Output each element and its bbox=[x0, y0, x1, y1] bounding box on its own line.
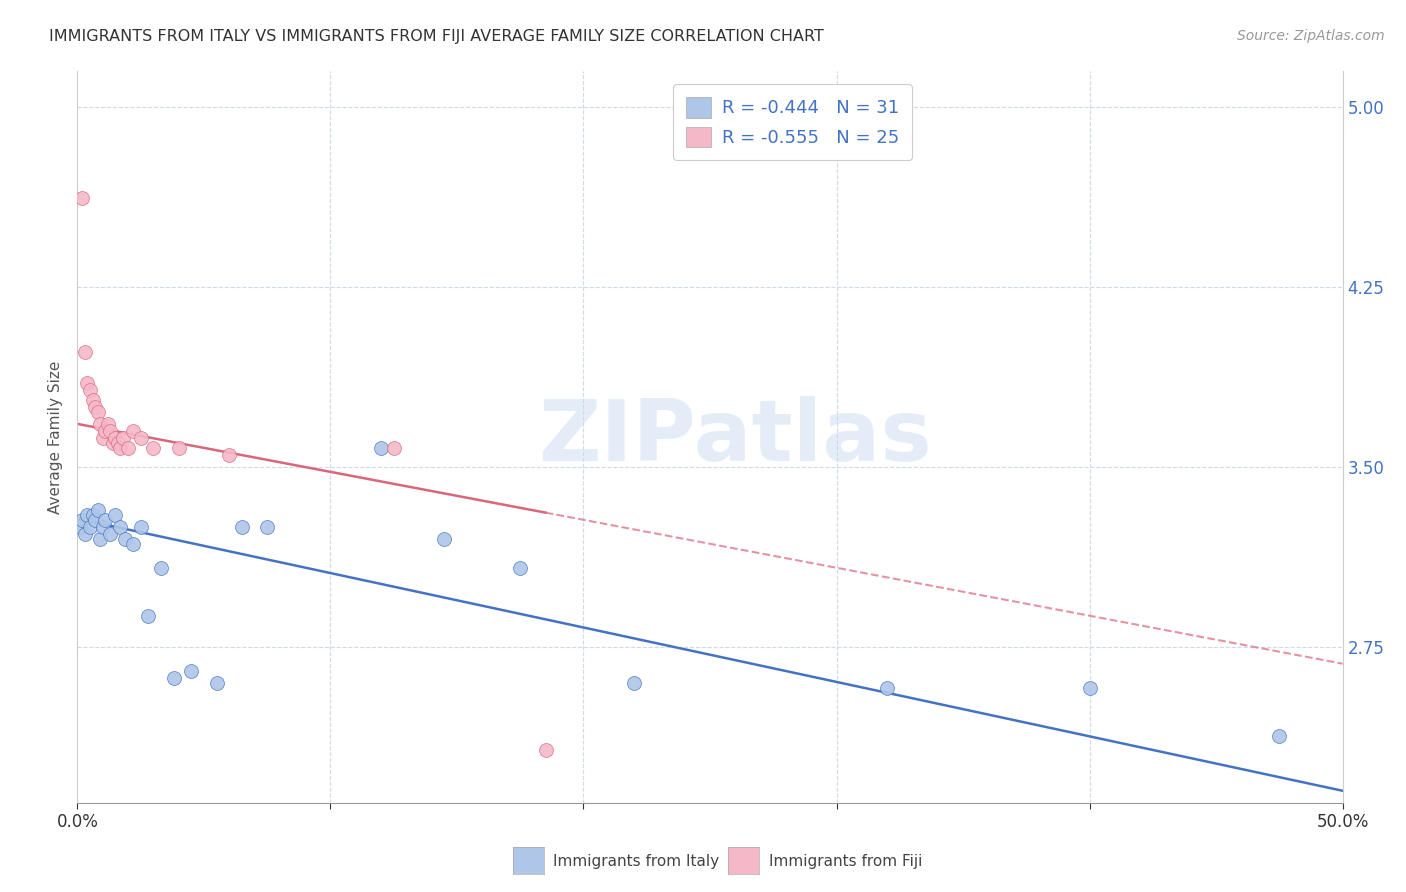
Point bbox=[86, 405, 108, 419]
Point bbox=[84, 513, 107, 527]
Text: Immigrants from Fiji: Immigrants from Fiji bbox=[769, 855, 922, 869]
Point bbox=[72, 191, 94, 205]
Point bbox=[1078, 681, 1101, 695]
Legend: R = -0.444   N = 31, R = -0.555   N = 25: R = -0.444 N = 31, R = -0.555 N = 25 bbox=[673, 84, 911, 160]
Point bbox=[122, 424, 145, 438]
Point bbox=[509, 561, 531, 575]
Point bbox=[98, 424, 121, 438]
Point bbox=[89, 532, 111, 546]
Point bbox=[84, 400, 107, 414]
Point bbox=[76, 376, 98, 391]
Point bbox=[69, 520, 91, 534]
Point bbox=[107, 436, 129, 450]
Point bbox=[82, 508, 104, 522]
Y-axis label: Average Family Size: Average Family Size bbox=[48, 360, 63, 514]
Point bbox=[136, 608, 159, 623]
Point bbox=[149, 561, 172, 575]
Point bbox=[91, 431, 114, 445]
Point bbox=[98, 527, 121, 541]
Point bbox=[72, 513, 94, 527]
Point bbox=[94, 424, 117, 438]
Point bbox=[104, 431, 127, 445]
Point bbox=[111, 431, 134, 445]
Point bbox=[231, 520, 253, 534]
Point bbox=[167, 441, 190, 455]
Point bbox=[97, 417, 120, 431]
Point bbox=[382, 441, 405, 455]
Point bbox=[86, 503, 108, 517]
Point bbox=[623, 676, 645, 690]
Point bbox=[129, 520, 152, 534]
Point bbox=[110, 441, 132, 455]
Point bbox=[129, 431, 152, 445]
Point bbox=[79, 520, 101, 534]
Point bbox=[433, 532, 456, 546]
Text: Immigrants from Italy: Immigrants from Italy bbox=[553, 855, 718, 869]
Point bbox=[114, 532, 136, 546]
Point bbox=[534, 743, 557, 757]
Text: IMMIGRANTS FROM ITALY VS IMMIGRANTS FROM FIJI AVERAGE FAMILY SIZE CORRELATION CH: IMMIGRANTS FROM ITALY VS IMMIGRANTS FROM… bbox=[49, 29, 824, 45]
Point bbox=[73, 345, 96, 359]
Point bbox=[122, 537, 145, 551]
Point bbox=[218, 448, 240, 462]
Point bbox=[79, 384, 101, 398]
Point bbox=[876, 681, 898, 695]
Text: ZIPatlas: ZIPatlas bbox=[538, 395, 932, 479]
Point bbox=[89, 417, 111, 431]
Point bbox=[82, 392, 104, 407]
Point bbox=[91, 520, 114, 534]
Point bbox=[101, 436, 124, 450]
Point bbox=[162, 671, 184, 685]
Point bbox=[370, 441, 392, 455]
Point bbox=[76, 508, 98, 522]
Point bbox=[94, 513, 117, 527]
Point bbox=[104, 508, 127, 522]
Point bbox=[142, 441, 165, 455]
Text: Source: ZipAtlas.com: Source: ZipAtlas.com bbox=[1237, 29, 1385, 44]
Point bbox=[1268, 729, 1291, 743]
Point bbox=[256, 520, 278, 534]
Point bbox=[110, 520, 132, 534]
Point bbox=[73, 527, 96, 541]
Point bbox=[117, 441, 139, 455]
Point bbox=[180, 664, 202, 678]
Point bbox=[205, 676, 228, 690]
